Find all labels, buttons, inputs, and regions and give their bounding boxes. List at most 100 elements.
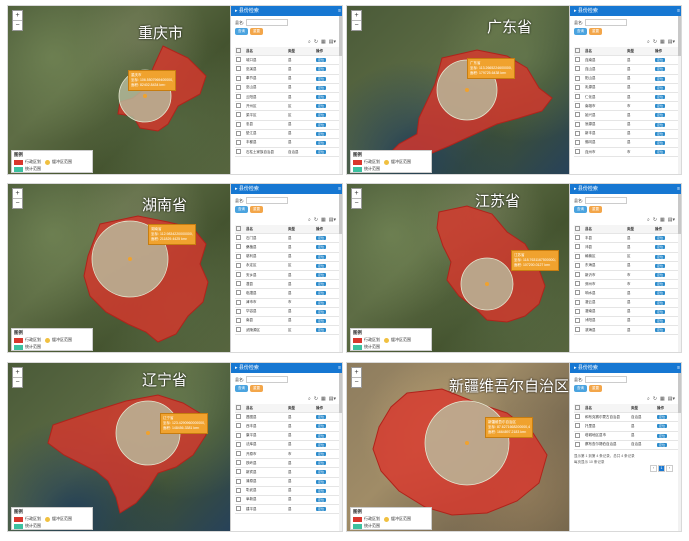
- locate-button[interactable]: 定位: [316, 433, 327, 438]
- locate-button[interactable]: 定位: [316, 76, 327, 81]
- row-checkbox[interactable]: [236, 235, 241, 241]
- scrollbar[interactable]: [678, 16, 681, 174]
- locate-button[interactable]: 定位: [655, 140, 666, 145]
- locate-button[interactable]: 定位: [316, 328, 327, 333]
- export-icon[interactable]: ▤▾: [328, 217, 336, 223]
- row-checkbox[interactable]: [575, 290, 580, 296]
- locate-button[interactable]: 定位: [316, 424, 327, 429]
- select-all-checkbox[interactable]: [575, 405, 580, 411]
- locate-button[interactable]: 定位: [655, 150, 666, 155]
- export-icon[interactable]: ▤▾: [328, 39, 336, 45]
- columns-icon[interactable]: ▦: [321, 396, 326, 402]
- locate-button[interactable]: 定位: [316, 131, 327, 136]
- search-input[interactable]: [585, 376, 628, 383]
- search-input[interactable]: [585, 197, 628, 204]
- locate-button[interactable]: 定位: [316, 291, 327, 296]
- locate-button[interactable]: 定位: [655, 85, 666, 90]
- row-checkbox[interactable]: [236, 253, 241, 259]
- locate-button[interactable]: 定位: [316, 104, 327, 109]
- row-checkbox[interactable]: [236, 281, 241, 287]
- row-checkbox[interactable]: [236, 139, 241, 145]
- locate-button[interactable]: 定位: [655, 113, 666, 118]
- columns-icon[interactable]: ▦: [660, 39, 665, 45]
- row-checkbox[interactable]: [236, 66, 241, 72]
- map-view[interactable]: + − 辽宁省 辽宁省 坐标: 123.4290960000000,41.835…: [8, 363, 230, 531]
- locate-button[interactable]: 定位: [316, 150, 327, 155]
- locate-button[interactable]: 定位: [655, 131, 666, 136]
- locate-button[interactable]: 定位: [316, 140, 327, 145]
- locate-button[interactable]: 定位: [316, 263, 327, 268]
- row-checkbox[interactable]: [575, 75, 580, 81]
- search-icon[interactable]: ⌕: [647, 396, 650, 402]
- row-checkbox[interactable]: [575, 272, 580, 278]
- close-icon[interactable]: ≡: [338, 365, 341, 371]
- row-checkbox[interactable]: [236, 423, 241, 429]
- row-checkbox[interactable]: [236, 327, 241, 333]
- zoom-out-button[interactable]: −: [352, 20, 361, 30]
- locate-button[interactable]: 定位: [657, 433, 668, 438]
- next-page-button[interactable]: ›: [666, 464, 673, 472]
- locate-button[interactable]: 定位: [316, 309, 327, 314]
- query-button[interactable]: 查询: [235, 206, 248, 213]
- row-checkbox[interactable]: [236, 469, 241, 475]
- reset-button[interactable]: 重置: [250, 28, 263, 35]
- search-icon[interactable]: ⌕: [308, 217, 311, 223]
- refresh-icon[interactable]: ↻: [652, 396, 658, 402]
- locate-button[interactable]: 定位: [316, 415, 327, 420]
- query-button[interactable]: 查询: [235, 385, 248, 392]
- refresh-icon[interactable]: ↻: [313, 39, 319, 45]
- reset-button[interactable]: 重置: [589, 385, 602, 392]
- row-checkbox[interactable]: [575, 57, 580, 63]
- locate-button[interactable]: 定位: [655, 236, 666, 241]
- row-checkbox[interactable]: [575, 139, 580, 145]
- row-checkbox[interactable]: [575, 262, 580, 268]
- query-button[interactable]: 查询: [574, 28, 587, 35]
- locate-button[interactable]: 定位: [655, 58, 666, 63]
- map-view[interactable]: + − 重庆市 重庆市 坐标: 106.5507969400000,29.563…: [8, 6, 230, 174]
- row-checkbox[interactable]: [575, 281, 580, 287]
- locate-button[interactable]: 定位: [316, 95, 327, 100]
- locate-button[interactable]: 定位: [655, 95, 666, 100]
- map-view[interactable]: + − 江苏省 江苏省 坐标: 118.7631167500000,32.061…: [347, 184, 569, 352]
- row-checkbox[interactable]: [575, 94, 580, 100]
- zoom-out-button[interactable]: −: [352, 198, 361, 208]
- search-icon[interactable]: ⌕: [308, 396, 311, 402]
- locate-button[interactable]: 定位: [316, 122, 327, 127]
- locate-button[interactable]: 定位: [316, 507, 327, 512]
- locate-button[interactable]: 定位: [316, 300, 327, 305]
- row-checkbox[interactable]: [575, 130, 580, 136]
- row-checkbox[interactable]: [575, 317, 580, 323]
- row-checkbox[interactable]: [575, 441, 580, 447]
- row-checkbox[interactable]: [236, 317, 241, 323]
- locate-button[interactable]: 定位: [655, 309, 666, 314]
- locate-button[interactable]: 定位: [655, 104, 666, 109]
- zoom-in-button[interactable]: +: [15, 190, 20, 197]
- scrollbar[interactable]: [678, 194, 681, 352]
- zoom-in-button[interactable]: +: [15, 12, 20, 19]
- prev-page-button[interactable]: ‹: [650, 464, 657, 472]
- columns-icon[interactable]: ▦: [321, 217, 326, 223]
- row-checkbox[interactable]: [236, 57, 241, 63]
- locate-button[interactable]: 定位: [316, 442, 327, 447]
- zoom-out-button[interactable]: −: [13, 20, 22, 30]
- row-checkbox[interactable]: [575, 84, 580, 90]
- locate-button[interactable]: 定位: [655, 76, 666, 81]
- search-icon[interactable]: ⌕: [647, 39, 650, 45]
- map-view[interactable]: + − 新疆维吾尔自治区 新疆维吾尔自治区 坐标: 87.62716682000…: [347, 363, 569, 531]
- close-icon[interactable]: ≡: [677, 186, 680, 192]
- refresh-icon[interactable]: ↻: [652, 39, 658, 45]
- locate-button[interactable]: 定位: [655, 263, 666, 268]
- refresh-icon[interactable]: ↻: [313, 217, 319, 223]
- reset-button[interactable]: 重置: [250, 385, 263, 392]
- search-input[interactable]: [246, 376, 289, 383]
- search-input[interactable]: [246, 19, 289, 26]
- search-icon[interactable]: ⌕: [647, 217, 650, 223]
- zoom-out-button[interactable]: −: [352, 377, 361, 387]
- locate-button[interactable]: 定位: [316, 58, 327, 63]
- scrollbar[interactable]: [339, 373, 342, 531]
- row-checkbox[interactable]: [236, 290, 241, 296]
- locate-button[interactable]: 定位: [657, 442, 668, 447]
- close-icon[interactable]: ≡: [338, 186, 341, 192]
- row-checkbox[interactable]: [575, 253, 580, 259]
- row-checkbox[interactable]: [236, 130, 241, 136]
